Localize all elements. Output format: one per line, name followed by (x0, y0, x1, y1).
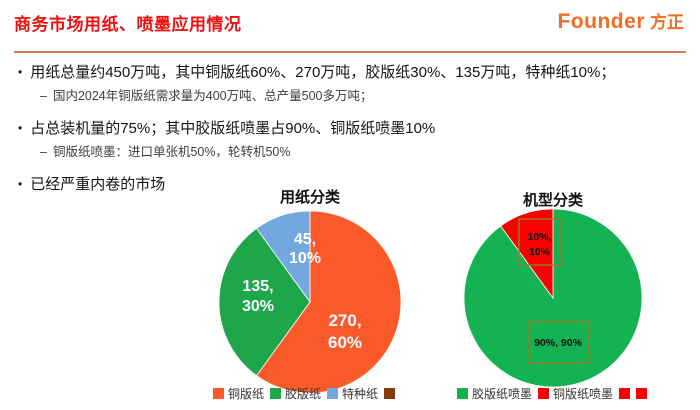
pie-slice-胶版纸 (218, 227, 311, 377)
legend-item: 胶版纸喷墨 (456, 385, 532, 402)
legend-label: 胶版纸 (284, 387, 321, 401)
paper-pie-chart: 270, 60% 135, 30% 45, 10% (218, 210, 402, 394)
bullet-text: 用纸总量约450万吨，其中铜版纸60%、270万吨，胶版纸30%、135万吨，特… (30, 64, 616, 81)
legend-swatch (456, 388, 468, 399)
legend-item: 铜版纸 (212, 385, 264, 402)
legend-item: 胶版纸 (269, 385, 321, 402)
legend-item: 铜版纸喷墨 (538, 385, 613, 402)
legend-swatch (636, 388, 648, 399)
pie-data-label: 90%, 90% (534, 337, 583, 349)
legend-swatch (212, 388, 224, 399)
dash-marker: – (40, 145, 47, 159)
bullet-marker: • (18, 121, 23, 135)
sub-bullet-text: 国内2024年铜版纸需求量为400万吨、总产量500多万吨； (52, 89, 373, 103)
bullet-item: • 已经严重内卷的市场 (16, 174, 636, 195)
pie-data-label: 10%, 10% (528, 231, 552, 258)
legend-swatch (619, 388, 631, 399)
legend-swatch (327, 388, 338, 399)
legend-label: 特种纸 (342, 387, 379, 401)
bullet-group: • 占总装机量的75%；其中胶版纸喷墨占90%、铜版纸喷墨10% – 铜版纸喷墨：进口… (16, 118, 636, 161)
legend-label: 铜版纸喷墨 (553, 387, 614, 401)
page-title: 商务市场用纸、喷墨应用情况 (14, 15, 242, 34)
machine-pie-legend: 胶版纸喷墨 铜版纸喷墨 (426, 385, 678, 402)
legend-label: 铜版纸 (227, 387, 264, 401)
sub-bullet-text: 铜版纸喷墨：进口单张机50%，轮转机50% (52, 145, 291, 159)
bullet-text: 已经严重内卷的市场 (30, 176, 166, 193)
legend-item (619, 388, 631, 399)
sub-bullet-item: – 铜版纸喷墨：进口单张机50%，轮转机50% (40, 144, 636, 161)
bullet-group: • 用纸总量约450万吨，其中铜版纸60%、270万吨，胶版纸30%、135万吨，… (16, 62, 636, 105)
legend-swatch (538, 388, 549, 399)
legend-item: 特种纸 (327, 385, 378, 402)
legend-swatch (269, 388, 281, 399)
bullet-text: 占总装机量的75%；其中胶版纸喷墨占90%、铜版纸喷墨10% (30, 120, 436, 137)
data-label-box (527, 321, 589, 364)
dash-marker: – (40, 89, 47, 103)
paper-pie-legend: 铜版纸 胶版纸 特种纸 (188, 385, 420, 402)
founder-logo: Founder 方正 (558, 8, 685, 34)
bullet-list: • 用纸总量约450万吨，其中铜版纸60%、270万吨，胶版纸30%、135万吨，… (16, 62, 636, 208)
paper-pie-title: 用纸分类 (279, 189, 340, 206)
header-divider (14, 51, 686, 53)
pie-slice-铜版纸 (255, 210, 402, 394)
bullet-item: • 占总装机量的75%；其中胶版纸喷墨占90%、铜版纸喷墨10% (16, 118, 636, 139)
bullet-marker: • (18, 65, 23, 79)
pie-slice-特种纸 (255, 210, 311, 304)
founder-logo-wordmark: Founder (557, 10, 645, 33)
data-label-box (518, 218, 561, 266)
legend-item (636, 388, 648, 399)
founder-logo-chinese: 方正 (650, 13, 684, 32)
legend-item (384, 388, 396, 399)
pie-slice-铜版纸喷墨 (500, 209, 554, 300)
sub-bullet-item: – 国内2024年铜版纸需求量为400万吨、总产量500多万吨； (40, 88, 636, 105)
bullet-group: • 已经严重内卷的市场 (16, 174, 636, 195)
legend-swatch (384, 388, 396, 399)
pie-data-label: 270, 60% (328, 311, 362, 352)
pie-data-label: 45, 10% (289, 231, 321, 267)
machine-pie-chart: 90%, 90% 10%, 10% (464, 209, 642, 388)
bullet-marker: • (18, 177, 23, 191)
bullet-item: • 用纸总量约450万吨，其中铜版纸60%、270万吨，胶版纸30%、135万吨，… (16, 62, 636, 83)
legend-label: 胶版纸喷墨 (471, 387, 532, 401)
machine-pie-title: 机型分类 (522, 192, 583, 209)
pie-data-label: 135, 30% (242, 278, 274, 315)
